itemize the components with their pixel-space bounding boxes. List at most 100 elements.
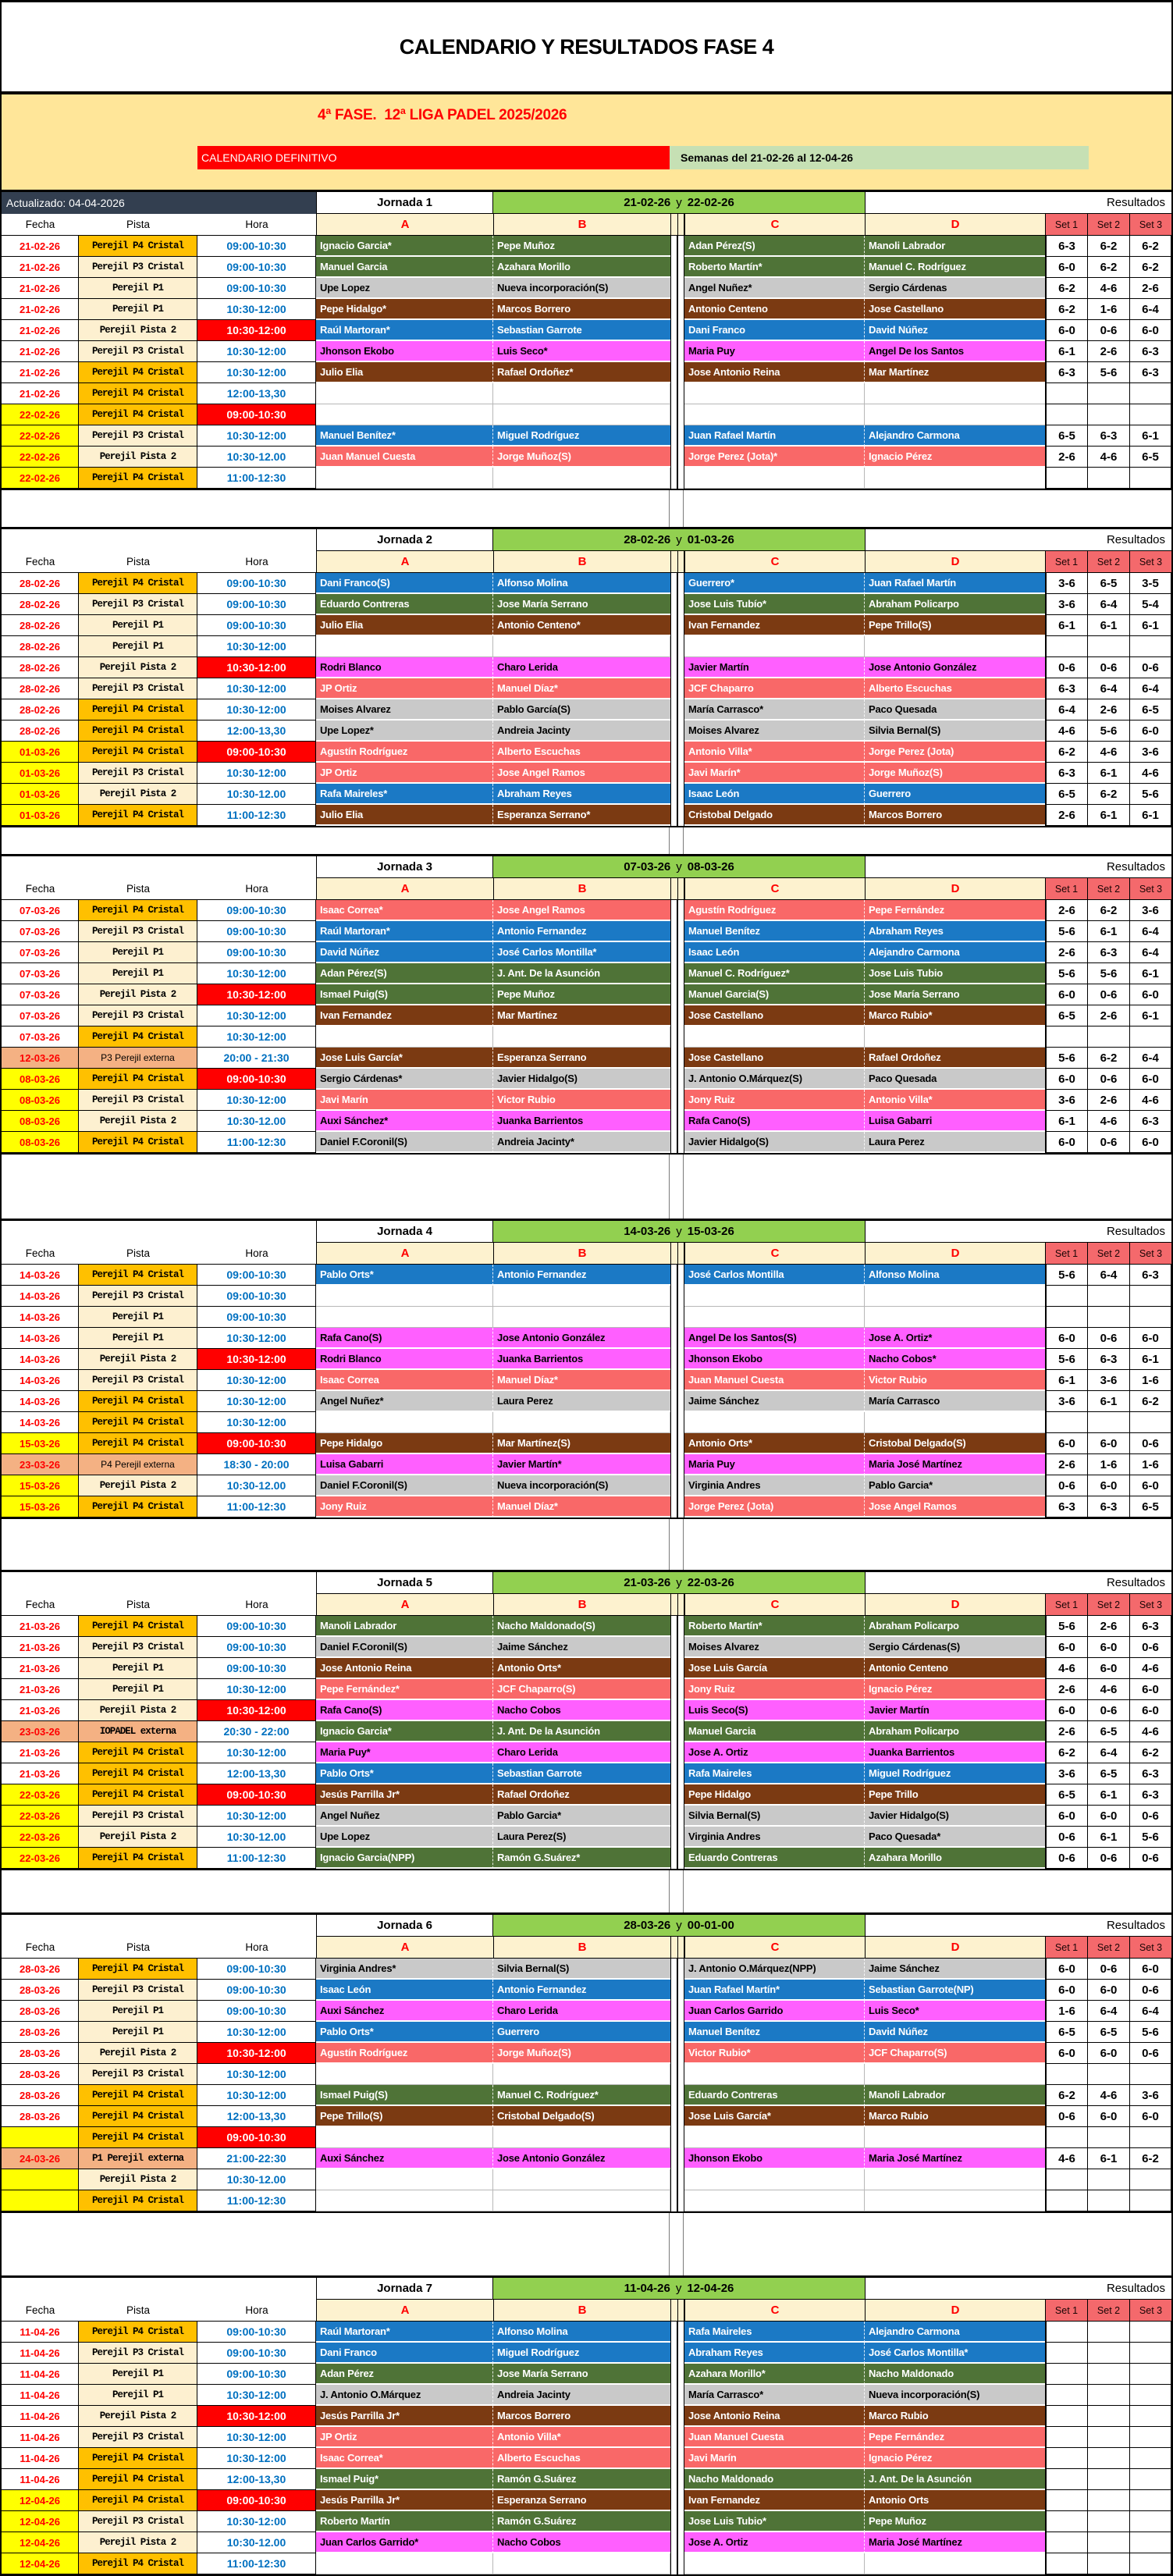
pista-cell[interactable]: Perejil P4 Cristal — [79, 2106, 197, 2127]
player-c-cell[interactable] — [684, 2553, 865, 2574]
set3-cell[interactable]: 0-6 — [1129, 1637, 1171, 1658]
fecha-column-header[interactable]: Fecha — [2, 1594, 79, 1616]
team-c-header[interactable]: C — [684, 1243, 865, 1265]
player-c-cell[interactable]: Manuel Benítez — [684, 921, 865, 942]
set1-cell[interactable]: 6-2 — [1045, 299, 1087, 320]
hora-cell[interactable]: 09:00-10:30 — [197, 1784, 316, 1806]
set2-cell[interactable]: 0-6 — [1087, 984, 1129, 1005]
set1-cell[interactable]: 6-1 — [1045, 1370, 1087, 1391]
pista-cell[interactable]: Perejil P4 Cristal — [79, 468, 197, 489]
player-d-cell[interactable]: Javier Martín — [865, 1700, 1045, 1721]
set3-cell[interactable]: 5-6 — [1129, 2022, 1171, 2043]
hora-cell[interactable]: 09:00-10:30 — [197, 1433, 316, 1454]
pista-cell[interactable]: Perejil P4 Cristal — [79, 1391, 197, 1412]
player-c-cell[interactable]: Moises Alvarez — [684, 720, 865, 742]
set1-cell[interactable]: 3-6 — [1045, 1763, 1087, 1784]
hora-cell[interactable]: 10:30-12:00 — [197, 2406, 316, 2427]
set3-cell[interactable]: 6-4 — [1129, 942, 1171, 963]
set2-cell[interactable] — [1087, 404, 1129, 425]
set1-cell[interactable]: 6-3 — [1045, 763, 1087, 784]
player-a-cell[interactable]: Julio Elia — [316, 362, 493, 383]
player-c-cell[interactable] — [684, 383, 865, 404]
jornada-dates[interactable]: 28-02-26 y 01-03-26 — [493, 529, 865, 551]
fecha-cell[interactable]: 14-03-26 — [2, 1412, 79, 1433]
player-c-cell[interactable] — [684, 636, 865, 657]
hora-cell[interactable]: 09:00-10:30 — [197, 942, 316, 963]
player-d-cell[interactable]: Alberto Escuchas — [865, 678, 1045, 699]
set1-cell[interactable]: 6-2 — [1045, 2085, 1087, 2106]
hora-cell[interactable]: 09:00-10:30 — [197, 573, 316, 594]
fecha-cell[interactable]: 11-04-26 — [2, 2343, 79, 2364]
player-b-cell[interactable]: Charo Lerida — [493, 2001, 670, 2022]
team-c-header[interactable]: C — [684, 214, 865, 236]
set3-cell[interactable] — [1129, 2427, 1171, 2448]
player-a-cell[interactable]: Ivan Fernandez — [316, 1005, 493, 1026]
set3-cell[interactable]: 6-3 — [1129, 1265, 1171, 1286]
hora-cell[interactable]: 09:00-10:30 — [197, 1637, 316, 1658]
set3-header[interactable]: Set 3 — [1129, 1594, 1171, 1616]
player-c-cell[interactable]: Isaac León — [684, 784, 865, 805]
fecha-cell[interactable]: 22-03-26 — [2, 1827, 79, 1848]
set2-cell[interactable]: 6-3 — [1087, 942, 1129, 963]
set3-header[interactable]: Set 3 — [1129, 214, 1171, 236]
set3-cell[interactable]: 3-5 — [1129, 573, 1171, 594]
fecha-cell[interactable]: 14-03-26 — [2, 1349, 79, 1370]
hora-cell[interactable]: 09:00-10:30 — [197, 2364, 316, 2385]
player-a-cell[interactable]: Auxi Sánchez — [316, 2148, 493, 2169]
fecha-cell[interactable]: 21-02-26 — [2, 236, 79, 257]
player-a-cell[interactable]: Isaac Correa* — [316, 900, 493, 921]
fecha-cell[interactable]: 21-03-26 — [2, 1616, 79, 1637]
set2-header[interactable]: Set 2 — [1087, 1937, 1129, 1959]
player-a-cell[interactable]: Dani Franco — [316, 2343, 493, 2364]
pista-cell[interactable]: Perejil P3 Cristal — [79, 1806, 197, 1827]
player-d-cell[interactable]: Victor Rubio — [865, 1370, 1045, 1391]
pista-cell[interactable]: Perejil P1 — [79, 615, 197, 636]
set1-cell[interactable] — [1045, 2343, 1087, 2364]
player-a-cell[interactable]: Moises Alvarez — [316, 699, 493, 720]
team-a-header[interactable]: A — [316, 878, 493, 900]
pista-cell[interactable]: Perejil P3 Cristal — [79, 425, 197, 447]
team-d-header[interactable]: D — [865, 214, 1045, 236]
hora-cell[interactable]: 10:30-12:00 — [197, 1412, 316, 1433]
player-d-cell[interactable]: Alejandro Carmona — [865, 942, 1045, 963]
set2-cell[interactable]: 2-6 — [1087, 1005, 1129, 1026]
player-c-cell[interactable]: Rafa Cano(S) — [684, 1111, 865, 1132]
pista-cell[interactable]: Perejil P4 Cristal — [79, 236, 197, 257]
set3-cell[interactable] — [1129, 2490, 1171, 2511]
player-b-cell[interactable]: Jose María Serrano — [493, 2364, 670, 2385]
player-d-cell[interactable]: Antonio Centeno — [865, 1658, 1045, 1679]
player-b-cell[interactable]: Laura Perez(S) — [493, 1827, 670, 1848]
set2-cell[interactable]: 5-6 — [1087, 720, 1129, 742]
jornada-dates[interactable]: 21-02-26 y 22-02-26 — [493, 192, 865, 214]
set1-cell[interactable]: 0-6 — [1045, 1848, 1087, 1869]
set3-cell[interactable]: 6-1 — [1129, 1349, 1171, 1370]
pista-cell[interactable]: Perejil P4 Cristal — [79, 2490, 197, 2511]
fecha-cell[interactable] — [2, 2190, 79, 2211]
player-c-cell[interactable]: Jose Antonio Reina — [684, 362, 865, 383]
player-d-cell[interactable]: Silvia Bernal(S) — [865, 720, 1045, 742]
set3-cell[interactable] — [1129, 2169, 1171, 2190]
player-c-cell[interactable] — [684, 468, 865, 489]
player-b-cell[interactable]: Alberto Escuchas — [493, 742, 670, 763]
pista-cell[interactable]: Perejil P4 Cristal — [79, 720, 197, 742]
fecha-cell[interactable]: 08-03-26 — [2, 1069, 79, 1090]
player-a-cell[interactable]: Manoli Labrador — [316, 1616, 493, 1637]
fecha-cell[interactable]: 14-03-26 — [2, 1307, 79, 1328]
set3-cell[interactable]: 6-0 — [1129, 1700, 1171, 1721]
player-b-cell[interactable] — [493, 2169, 670, 2190]
player-d-cell[interactable]: Sergio Cárdenas — [865, 278, 1045, 299]
hora-cell[interactable]: 11:00-12:30 — [197, 1496, 316, 1517]
pista-cell[interactable]: Perejil P1 — [79, 1679, 197, 1700]
player-c-cell[interactable]: Jose A. Ortiz — [684, 1742, 865, 1763]
player-b-cell[interactable]: Laura Perez — [493, 1391, 670, 1412]
hora-cell[interactable]: 12:00-13,30 — [197, 1763, 316, 1784]
player-d-cell[interactable]: Manoli Labrador — [865, 2085, 1045, 2106]
fecha-cell[interactable]: 15-03-26 — [2, 1433, 79, 1454]
player-a-cell[interactable]: Ignacio Garcia* — [316, 236, 493, 257]
player-d-cell[interactable]: Manoli Labrador — [865, 236, 1045, 257]
set3-cell[interactable]: 6-0 — [1129, 1069, 1171, 1090]
player-b-cell[interactable]: Pablo García(S) — [493, 699, 670, 720]
player-d-cell[interactable]: Marco Rubio — [865, 2106, 1045, 2127]
player-c-cell[interactable]: Roberto Martín* — [684, 257, 865, 278]
hora-cell[interactable]: 09:00-10:30 — [197, 1959, 316, 1980]
